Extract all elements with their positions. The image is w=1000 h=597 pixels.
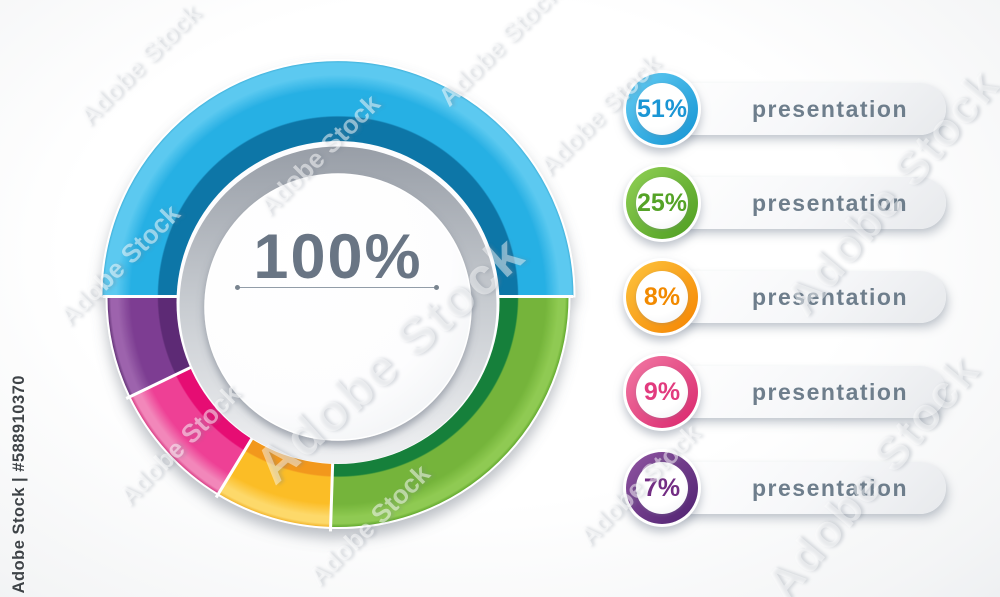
legend-badge: 25% bbox=[623, 164, 701, 242]
legend-badge: 51% bbox=[623, 70, 701, 148]
legend-badge-face: 8% bbox=[636, 271, 688, 323]
legend-pill: presentation bbox=[658, 462, 946, 514]
stock-id-watermark: Adobe Stock | #588910370 bbox=[10, 374, 28, 593]
legend-label: presentation bbox=[751, 189, 909, 216]
legend-badge-face: 25% bbox=[636, 177, 688, 229]
legend-badge-ring: 9% bbox=[626, 356, 698, 428]
legend-label: presentation bbox=[751, 95, 909, 122]
legend-label: presentation bbox=[751, 283, 909, 310]
legend-percent: 9% bbox=[643, 377, 681, 406]
legend-badge: 8% bbox=[623, 258, 701, 336]
legend-pill: presentation bbox=[658, 177, 946, 229]
legend-pill: presentation bbox=[658, 366, 946, 418]
legend-pill: presentation bbox=[658, 271, 946, 323]
legend-label: presentation bbox=[751, 474, 909, 501]
legend-label: presentation bbox=[751, 378, 909, 405]
legend-percent: 25% bbox=[636, 188, 688, 217]
legend-badge-ring: 8% bbox=[626, 261, 698, 333]
legend-badge-face: 7% bbox=[636, 462, 688, 514]
legend-badge: 9% bbox=[623, 353, 701, 431]
legend-badge-ring: 25% bbox=[626, 167, 698, 239]
legend-badge-ring: 51% bbox=[626, 73, 698, 145]
legend-percent: 8% bbox=[643, 282, 681, 311]
legend-badge-face: 9% bbox=[636, 366, 688, 418]
legend-badge-ring: 7% bbox=[626, 452, 698, 524]
legend-pill: presentation bbox=[658, 83, 946, 135]
legend-percent: 51% bbox=[636, 94, 688, 123]
legend-badge-face: 51% bbox=[636, 83, 688, 135]
legend-badge: 7% bbox=[623, 449, 701, 527]
legend-percent: 7% bbox=[643, 473, 681, 502]
